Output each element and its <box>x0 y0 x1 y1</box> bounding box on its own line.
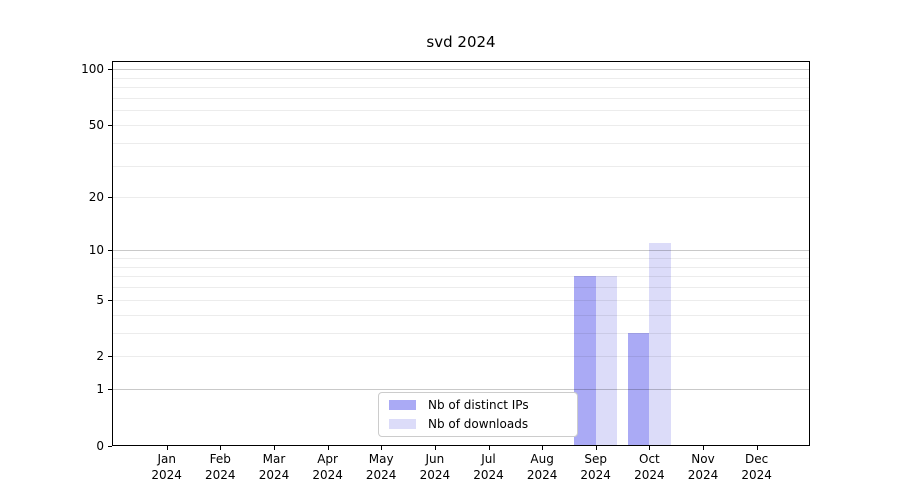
legend-swatch-distinct-ips-icon <box>389 400 416 410</box>
x-tick-mark <box>649 446 651 450</box>
legend-label-downloads: Nb of downloads <box>428 417 529 431</box>
bar-distinct-ips-oct-2024 <box>627 332 650 445</box>
plot-area: Nb of distinct IPs Nb of downloads <box>112 61 810 446</box>
x-tick-label: Jan 2024 <box>151 452 182 482</box>
x-tick-mark <box>595 446 597 450</box>
minor-gridline <box>113 276 809 278</box>
minor-gridline <box>113 257 809 259</box>
minor-gridline <box>113 197 809 199</box>
x-tick-mark <box>542 446 544 450</box>
x-tick-mark <box>703 446 704 450</box>
y-tick-mark <box>108 446 112 447</box>
y-tick-mark <box>108 389 112 391</box>
x-tick-label: Jun 2024 <box>419 452 451 482</box>
minor-gridline <box>113 97 809 99</box>
legend-item-distinct-ips: Nb of distinct IPs <box>387 397 569 414</box>
minor-gridline <box>113 356 809 358</box>
x-tick-mark <box>327 446 329 450</box>
bar-downloads-sep-2024 <box>595 276 618 445</box>
y-tick-label: 2 <box>96 349 104 364</box>
minor-gridline <box>113 142 809 144</box>
x-tick-mark <box>381 446 383 450</box>
bar-downloads-oct-2024 <box>649 243 671 445</box>
y-tick-mark <box>108 299 112 301</box>
chart-title: svd 2024 <box>426 33 496 51</box>
y-tick-label: 100 <box>81 62 104 76</box>
x-tick-mark <box>274 446 275 450</box>
x-tick-mark <box>434 446 436 450</box>
minor-gridline <box>113 124 809 126</box>
minor-gridline <box>113 332 809 334</box>
x-tick-label: May 2024 <box>365 452 397 482</box>
minor-gridline <box>113 287 809 288</box>
minor-gridline <box>113 87 809 88</box>
major-gridline <box>113 69 809 70</box>
bar-distinct-ips-sep-2024 <box>574 276 596 445</box>
major-gridline <box>113 389 809 391</box>
legend-item-downloads: Nb of downloads <box>387 416 569 433</box>
y-tick-label: 20 <box>88 190 104 205</box>
y-tick-label: 10 <box>88 243 104 258</box>
x-tick-label: Apr 2024 <box>312 452 343 482</box>
x-tick-label: Aug 2024 <box>526 452 558 482</box>
legend-label-distinct-ips: Nb of distinct IPs <box>428 398 529 412</box>
x-tick-mark <box>166 446 168 450</box>
y-tick-mark <box>108 69 112 70</box>
y-tick-label: 0 <box>96 439 104 453</box>
y-tick-mark <box>108 197 112 199</box>
y-tick-mark <box>108 250 112 252</box>
x-tick-label: Oct 2024 <box>634 452 665 482</box>
y-tick-mark <box>108 124 112 126</box>
x-tick-mark <box>220 446 222 450</box>
y-tick-mark <box>108 356 112 358</box>
x-tick-label: Jul 2024 <box>473 452 504 482</box>
minor-gridline <box>113 165 809 167</box>
minor-gridline <box>113 77 809 79</box>
x-tick-label: Feb 2024 <box>205 452 236 482</box>
minor-gridline <box>113 110 809 112</box>
y-tick-label: 50 <box>88 117 104 132</box>
x-tick-label: Dec 2024 <box>741 452 772 482</box>
minor-gridline <box>113 299 809 301</box>
x-tick-mark <box>488 446 490 450</box>
y-tick-label: 1 <box>96 382 104 397</box>
x-tick-label: Sep 2024 <box>580 452 611 482</box>
minor-gridline <box>113 266 809 268</box>
legend-swatch-downloads-icon <box>389 419 416 429</box>
x-tick-label: Nov 2024 <box>687 452 719 482</box>
legend: Nb of distinct IPs Nb of downloads <box>378 392 578 437</box>
x-tick-mark <box>756 446 758 450</box>
major-gridline <box>113 250 809 252</box>
minor-gridline <box>113 314 809 316</box>
x-tick-label: Mar 2024 <box>258 452 290 482</box>
y-tick-label: 5 <box>96 292 104 307</box>
